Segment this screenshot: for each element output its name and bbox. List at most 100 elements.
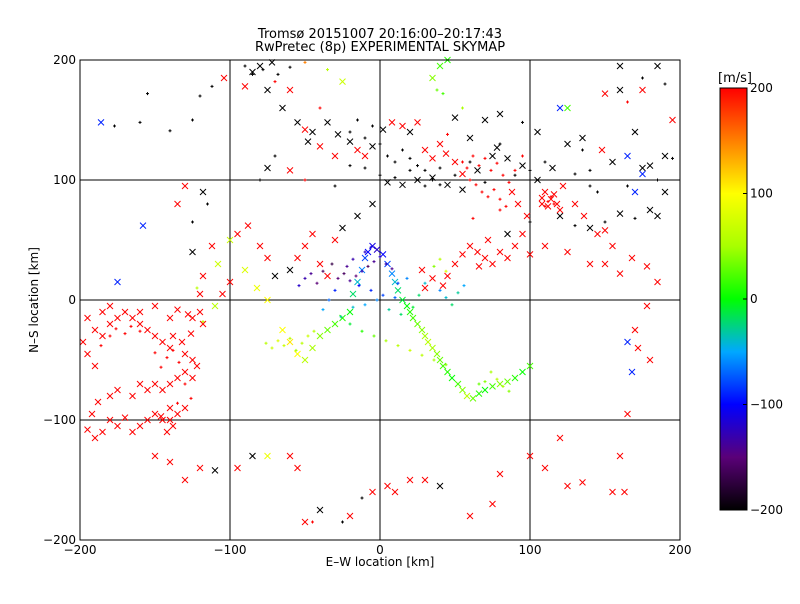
- data-point: [169, 422, 177, 430]
- data-point: [330, 262, 334, 266]
- data-point: [301, 356, 309, 364]
- data-point: [348, 279, 352, 283]
- data-point: [564, 248, 571, 256]
- data-point: [294, 350, 301, 358]
- data-point: [432, 358, 436, 362]
- data-point: [369, 245, 373, 249]
- x-tick-label: 200: [669, 543, 692, 557]
- data-point: [346, 308, 354, 316]
- data-point: [396, 344, 400, 348]
- data-point: [163, 428, 171, 436]
- data-point: [424, 338, 432, 346]
- data-point: [429, 174, 436, 181]
- data-point: [444, 368, 451, 376]
- data-point: [511, 374, 519, 382]
- data-point: [339, 314, 346, 322]
- data-point: [286, 452, 294, 460]
- data-point: [331, 236, 339, 244]
- y-axis-label: N–S location [km]: [27, 247, 41, 353]
- data-point: [616, 86, 624, 94]
- data-point: [316, 260, 324, 268]
- data-point: [556, 104, 564, 112]
- data-point: [514, 200, 522, 208]
- data-point: [342, 272, 346, 276]
- data-point: [199, 272, 207, 280]
- data-point: [249, 452, 256, 460]
- data-point: [169, 332, 177, 340]
- data-point: [546, 200, 550, 204]
- data-point: [436, 62, 444, 70]
- data-point: [405, 276, 409, 280]
- data-point: [609, 158, 616, 166]
- data-point: [136, 320, 144, 328]
- data-point: [184, 311, 192, 318]
- data-point: [564, 104, 571, 112]
- data-point: [624, 338, 631, 346]
- data-point: [354, 274, 358, 278]
- data-point: [301, 242, 309, 250]
- data-point: [671, 156, 674, 160]
- data-point: [181, 476, 189, 484]
- data-point: [526, 452, 534, 460]
- data-point: [354, 146, 361, 154]
- data-point: [108, 334, 112, 338]
- data-point: [159, 338, 166, 346]
- data-point: [528, 220, 532, 224]
- data-point: [151, 302, 159, 310]
- data-point: [349, 290, 357, 298]
- data-point: [316, 506, 324, 514]
- data-point: [276, 72, 280, 76]
- data-point: [507, 180, 511, 184]
- data-point: [543, 204, 547, 208]
- data-point: [174, 200, 181, 208]
- data-point: [114, 422, 121, 430]
- data-point: [454, 380, 462, 388]
- data-point: [114, 327, 118, 331]
- data-point: [586, 260, 594, 268]
- data-point: [466, 134, 474, 142]
- y-tick-label: 100: [53, 173, 76, 187]
- data-point: [384, 339, 388, 343]
- data-point: [388, 119, 396, 126]
- data-point: [579, 479, 586, 486]
- data-point: [421, 476, 429, 484]
- data-point: [508, 188, 516, 196]
- data-point: [97, 119, 105, 126]
- data-point: [661, 188, 669, 196]
- data-point: [475, 263, 483, 270]
- data-point: [396, 281, 400, 285]
- data-point: [556, 206, 564, 214]
- colorbar-tick-label: 0: [750, 292, 758, 306]
- data-point: [341, 520, 344, 524]
- data-point: [513, 173, 517, 177]
- data-point: [211, 467, 219, 474]
- data-point: [435, 88, 439, 92]
- data-point: [174, 410, 181, 418]
- data-point: [244, 222, 252, 229]
- data-point: [624, 152, 631, 160]
- data-point: [369, 242, 376, 250]
- data-point: [79, 338, 87, 346]
- data-point: [616, 270, 624, 277]
- data-point: [453, 173, 457, 177]
- data-point: [214, 260, 222, 268]
- data-point: [543, 160, 547, 164]
- data-point: [474, 183, 478, 187]
- data-point: [387, 308, 391, 312]
- data-point: [159, 386, 166, 394]
- data-point: [113, 124, 116, 128]
- data-point: [303, 276, 307, 280]
- data-point: [417, 293, 421, 297]
- data-point: [303, 60, 307, 64]
- data-point: [468, 178, 472, 182]
- data-point: [226, 236, 234, 244]
- data-point: [507, 389, 511, 393]
- data-point: [495, 377, 499, 381]
- data-point: [324, 272, 331, 280]
- colorbar-tick-label: −200: [750, 503, 783, 517]
- data-point: [91, 434, 99, 442]
- data-point: [469, 395, 477, 402]
- data-point: [519, 368, 526, 376]
- data-point: [301, 518, 309, 526]
- data-point: [99, 332, 106, 340]
